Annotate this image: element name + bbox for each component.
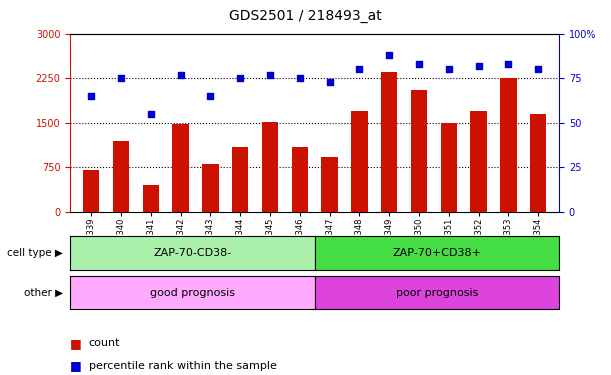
Point — [474, 63, 483, 69]
Text: ■: ■ — [70, 337, 82, 350]
Point — [265, 72, 275, 78]
Point — [205, 93, 215, 99]
Text: percentile rank within the sample: percentile rank within the sample — [89, 361, 276, 370]
Bar — [321, 157, 338, 212]
Bar — [113, 141, 129, 212]
Bar — [232, 147, 248, 212]
Bar — [411, 90, 427, 212]
Bar — [262, 122, 278, 212]
Point — [295, 75, 305, 81]
Bar — [172, 124, 189, 212]
Point — [503, 61, 513, 67]
Text: other ▶: other ▶ — [24, 288, 63, 297]
Text: ■: ■ — [70, 359, 82, 372]
Bar — [381, 72, 397, 212]
Text: GDS2501 / 218493_at: GDS2501 / 218493_at — [229, 9, 382, 23]
Point — [384, 52, 394, 58]
Point — [533, 66, 543, 72]
Text: poor prognosis: poor prognosis — [396, 288, 478, 297]
Point — [86, 93, 96, 99]
Point — [354, 66, 364, 72]
Text: count: count — [89, 338, 120, 348]
Point — [116, 75, 126, 81]
Bar — [83, 170, 100, 212]
Point — [146, 111, 156, 117]
Point — [414, 61, 424, 67]
Point — [324, 79, 334, 85]
Point — [175, 72, 185, 78]
Text: ZAP-70+CD38+: ZAP-70+CD38+ — [392, 248, 481, 258]
Bar — [202, 164, 219, 212]
Bar — [142, 185, 159, 212]
Bar — [441, 123, 457, 212]
Bar — [470, 111, 487, 212]
Text: ZAP-70-CD38-: ZAP-70-CD38- — [153, 248, 232, 258]
Text: cell type ▶: cell type ▶ — [7, 248, 63, 258]
Point — [444, 66, 454, 72]
Bar — [291, 147, 308, 212]
Bar — [530, 114, 546, 212]
Point — [235, 75, 245, 81]
Bar — [500, 78, 516, 212]
Text: good prognosis: good prognosis — [150, 288, 235, 297]
Bar — [351, 111, 368, 212]
